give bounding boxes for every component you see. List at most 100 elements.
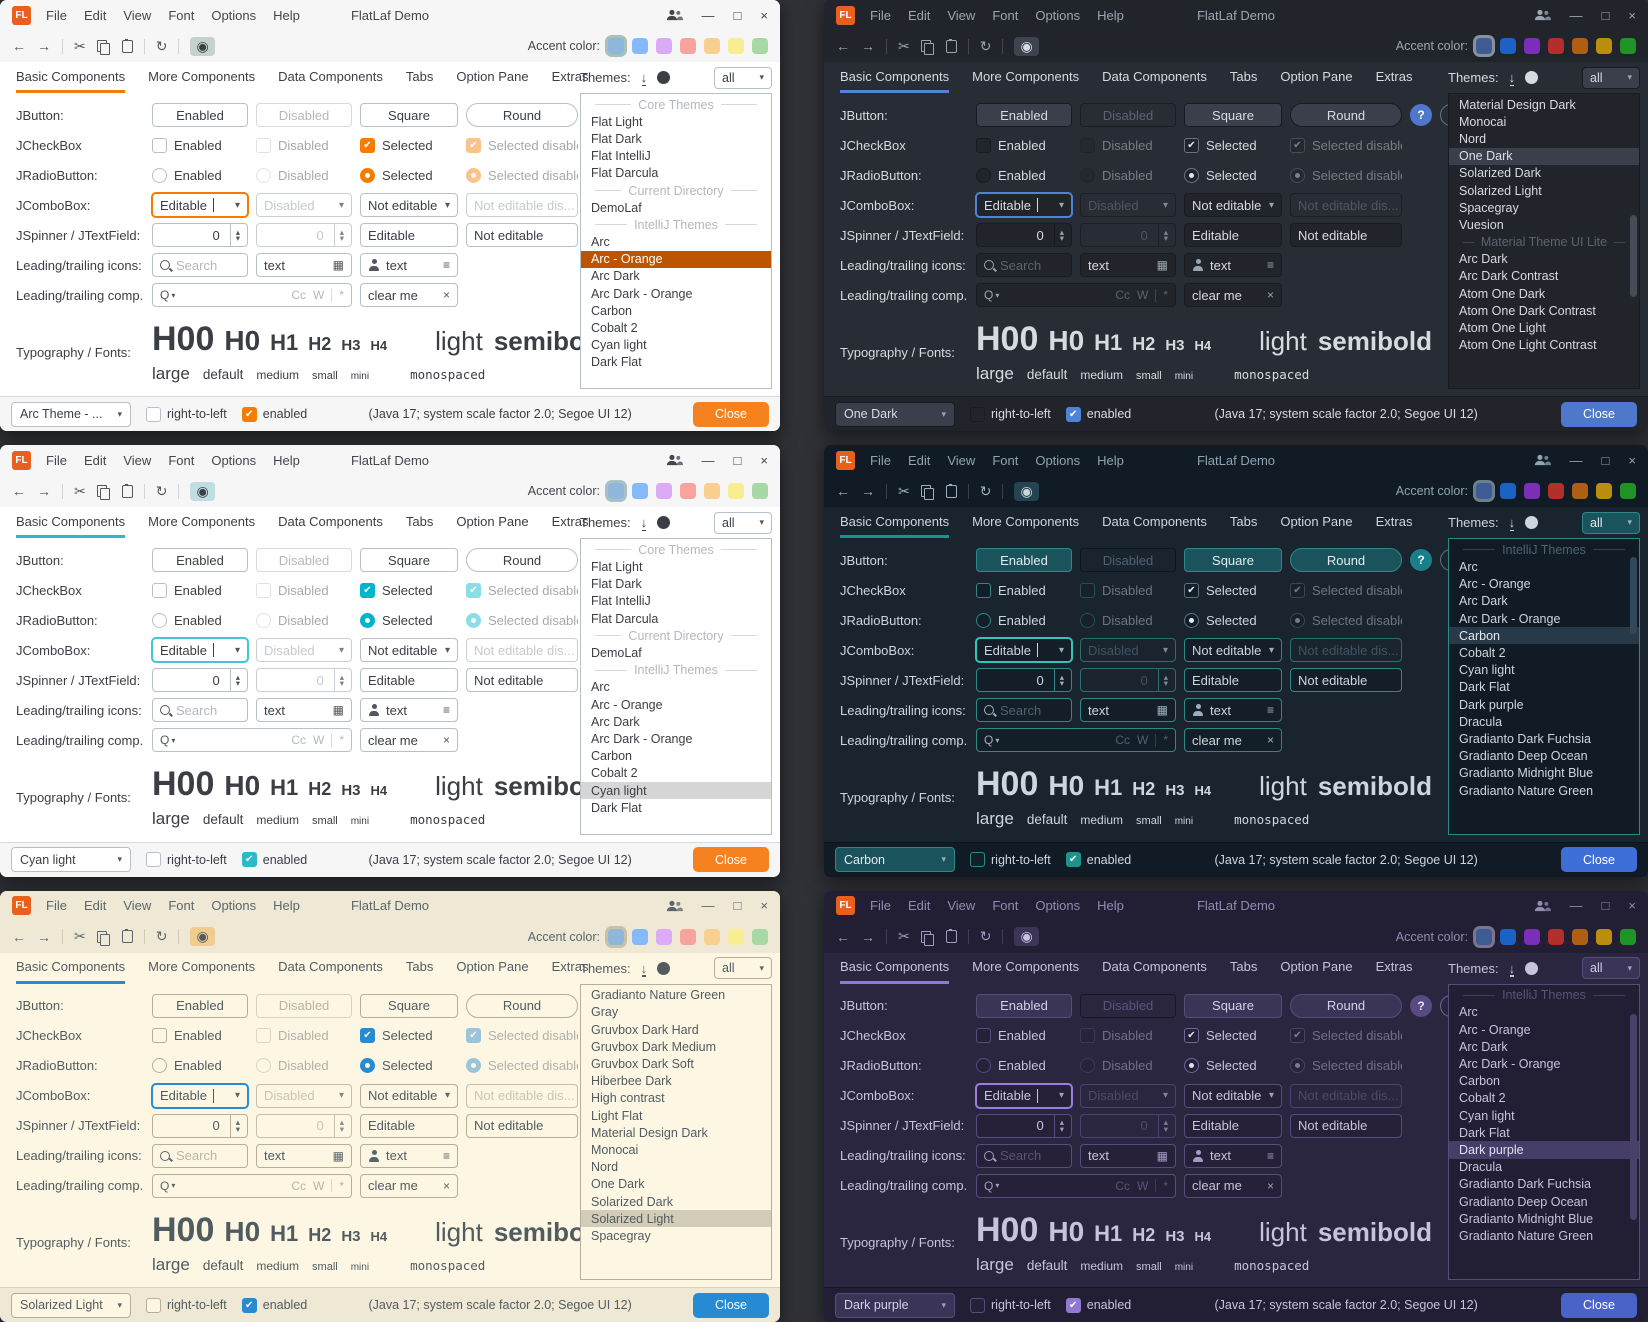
maximize-button[interactable]: □ xyxy=(1601,7,1610,23)
menu-list-icon[interactable]: ≡ xyxy=(442,258,450,272)
themes-filter-select[interactable]: all ▾ xyxy=(714,511,772,534)
menu-item[interactable]: Font xyxy=(168,7,195,23)
menu-list-icon[interactable]: ≡ xyxy=(442,1148,450,1163)
menu-item[interactable]: File xyxy=(46,7,67,23)
themes-filter-select[interactable]: all ▾ xyxy=(1582,66,1640,89)
whole-words-toggle[interactable]: W xyxy=(313,1178,325,1193)
minimize-button[interactable]: — xyxy=(701,452,715,468)
whole-words-toggle[interactable]: W xyxy=(313,288,325,302)
clear-icon[interactable]: × xyxy=(442,733,450,748)
enabled-checkbox[interactable]: ✔ enabled xyxy=(1065,1297,1131,1313)
close-window-button[interactable]: × xyxy=(1628,452,1636,468)
tab[interactable]: More Components xyxy=(972,959,1080,975)
checkbox[interactable]: ✔ xyxy=(1065,406,1081,422)
theme-item[interactable]: Gruvbox Dark Hard xyxy=(591,1022,699,1037)
theme-item[interactable]: Arc Dark xyxy=(1459,1039,1508,1054)
paste-icon[interactable] xyxy=(945,929,957,944)
cut-icon[interactable]: ✂ xyxy=(898,482,910,499)
clear-me-input[interactable]: clear me × xyxy=(360,283,458,307)
users-icon[interactable] xyxy=(1534,900,1551,912)
accent-swatch[interactable] xyxy=(1476,483,1492,500)
accent-swatch[interactable] xyxy=(728,483,744,500)
search-options-input[interactable]: Q ▾ Cc W * xyxy=(152,728,352,753)
search-with-options-icon[interactable]: Q ▾ xyxy=(160,288,176,302)
accent-swatch[interactable] xyxy=(728,38,744,54)
chevron-down-icon[interactable]: ▾ xyxy=(1268,1090,1274,1102)
checkbox-selected[interactable]: ✔ xyxy=(360,1028,375,1044)
theme-item[interactable]: Atom One Light Contrast xyxy=(1459,338,1597,353)
radio-button-selected[interactable] xyxy=(1184,1058,1199,1074)
tab[interactable]: More Components xyxy=(148,513,256,529)
spinner[interactable]: 0 ▴ ▾ xyxy=(976,223,1072,247)
theme-item[interactable]: Cobalt 2 xyxy=(1459,1091,1506,1106)
menu-item[interactable]: Font xyxy=(992,898,1019,914)
accent-swatch[interactable] xyxy=(680,928,696,945)
accent-swatch[interactable] xyxy=(632,928,648,945)
maximize-button[interactable]: □ xyxy=(733,7,742,23)
forward-icon[interactable]: → xyxy=(37,928,51,945)
combobox-not-editable[interactable]: Not editable ▾ xyxy=(1184,638,1282,663)
match-case-toggle[interactable]: Cc xyxy=(291,288,306,302)
menu-item[interactable]: File xyxy=(870,7,891,23)
menu-item[interactable]: Font xyxy=(168,452,195,468)
copy-icon[interactable] xyxy=(96,485,110,501)
minimize-button[interactable]: — xyxy=(701,7,715,23)
right-to-left-checkbox[interactable]: right-to-left xyxy=(970,406,1051,422)
theme-item[interactable]: Flat IntelliJ xyxy=(591,594,651,609)
forward-icon[interactable]: → xyxy=(861,483,875,500)
help-button[interactable]: ? xyxy=(1410,104,1432,126)
tab[interactable]: Data Components xyxy=(278,513,383,529)
theme-item[interactable]: High contrast xyxy=(591,1091,665,1106)
cut-icon[interactable]: ✂ xyxy=(74,928,86,945)
checkbox[interactable] xyxy=(976,1028,991,1044)
text-input-user[interactable]: text ≡ xyxy=(1184,698,1282,723)
round-button[interactable]: Round xyxy=(466,103,578,127)
search-input[interactable]: Search xyxy=(152,253,248,277)
show-hidden-eye-icon[interactable]: ◉ xyxy=(1014,481,1039,501)
text-input-calendar[interactable]: text ▦ xyxy=(1080,1143,1176,1168)
enabled-button[interactable]: Enabled xyxy=(976,103,1072,127)
checkbox[interactable] xyxy=(970,852,985,868)
tab[interactable]: Extras xyxy=(1375,513,1413,529)
accent-swatch[interactable] xyxy=(680,483,696,500)
spinner[interactable]: 0 ▴ ▾ xyxy=(976,668,1072,693)
github-icon[interactable] xyxy=(1525,516,1539,530)
accent-swatch[interactable] xyxy=(1620,928,1636,945)
theme-item[interactable]: Gruvbox Dark Soft xyxy=(591,1057,694,1071)
tab[interactable]: Tabs xyxy=(405,513,434,529)
calendar-icon[interactable]: ▦ xyxy=(1156,1148,1168,1163)
search-input[interactable]: Search xyxy=(152,1143,248,1168)
square-button[interactable]: Square xyxy=(360,993,458,1018)
theme-select[interactable]: Dark purple ▾ xyxy=(835,1292,955,1318)
clear-icon[interactable]: × xyxy=(442,288,450,302)
back-icon[interactable]: ← xyxy=(12,483,26,500)
back-icon[interactable]: ← xyxy=(12,38,26,54)
themes-filter-select[interactable]: all ▾ xyxy=(1582,511,1640,534)
refresh-icon[interactable]: ↻ xyxy=(155,37,168,54)
theme-item[interactable]: Dark Flat xyxy=(591,800,642,815)
forward-icon[interactable]: → xyxy=(861,928,875,945)
close-window-button[interactable]: × xyxy=(1628,7,1636,23)
right-to-left-checkbox[interactable]: right-to-left xyxy=(970,1297,1051,1313)
menu-item[interactable]: Edit xyxy=(907,898,931,914)
chevron-down-icon[interactable]: ▾ xyxy=(444,1090,450,1102)
calendar-icon[interactable]: ▦ xyxy=(332,703,344,718)
menu-item[interactable]: Help xyxy=(1097,898,1124,914)
search-with-options-icon[interactable]: Q ▾ xyxy=(984,1178,1000,1193)
regex-toggle[interactable]: * xyxy=(1163,1178,1168,1193)
clear-me-input[interactable]: clear me × xyxy=(360,1173,458,1198)
tab[interactable]: Basic Components xyxy=(840,507,950,539)
theme-item[interactable]: DemoLaf xyxy=(591,646,642,661)
enabled-button[interactable]: Enabled xyxy=(976,993,1072,1018)
menu-item[interactable]: Edit xyxy=(83,452,107,468)
accent-swatch[interactable] xyxy=(752,928,768,945)
theme-item[interactable]: Arc Dark - Orange xyxy=(1459,1057,1561,1071)
checkbox-selected[interactable]: ✔ xyxy=(360,137,375,153)
search-options-input[interactable]: Q ▾ Cc W * xyxy=(976,283,1176,307)
copy-icon[interactable] xyxy=(920,40,934,55)
theme-item[interactable]: Arc xyxy=(591,235,610,250)
search-input[interactable]: Search xyxy=(976,698,1072,723)
download-icon[interactable]: ↓ xyxy=(1508,70,1516,86)
checkbox[interactable]: ✔ xyxy=(1065,852,1081,868)
cut-icon[interactable]: ✂ xyxy=(898,37,910,54)
